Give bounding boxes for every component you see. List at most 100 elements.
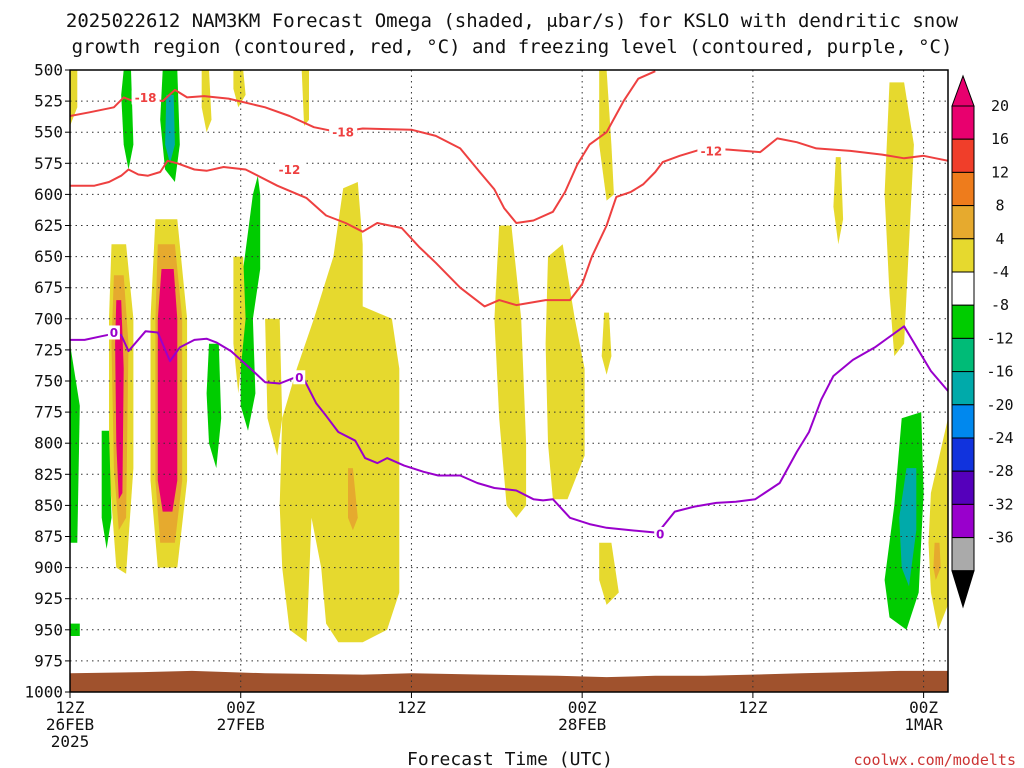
x-tick-label-7-2: 27FEB bbox=[217, 715, 265, 734]
colorbar-label-12: -32 bbox=[986, 495, 1013, 513]
omega-region-3 bbox=[115, 300, 124, 500]
y-tick-label-950: 950 bbox=[34, 620, 63, 639]
omega-region-6 bbox=[157, 269, 178, 512]
omega-region-12 bbox=[301, 70, 309, 126]
omega-region-18 bbox=[233, 256, 246, 394]
colorbar-swatch-11 bbox=[951, 470, 975, 505]
omega-region-9 bbox=[165, 94, 175, 164]
y-tick-label-1000: 1000 bbox=[24, 683, 63, 702]
contour-label-bg-1-1 bbox=[697, 143, 726, 158]
y-tick-label-525: 525 bbox=[34, 92, 63, 111]
y-tick-label-825: 825 bbox=[34, 465, 63, 484]
plot-area: -18 -18 -12 -12 0 0 0 bbox=[70, 70, 948, 692]
y-tick-label-900: 900 bbox=[34, 558, 63, 577]
x-axis-label: Forecast Time (UTC) bbox=[407, 749, 613, 768]
x-tick-label-0-3: 2025 bbox=[51, 732, 90, 751]
colorbar-swatch-0 bbox=[951, 105, 975, 140]
contour-label-2-1: 0 bbox=[295, 371, 303, 385]
contour-label-2-2: 0 bbox=[656, 528, 664, 542]
omega-region-17 bbox=[240, 175, 261, 431]
credit-text: coolwx.com/modelts bbox=[853, 751, 1016, 768]
colorbar-swatch-1 bbox=[951, 138, 975, 173]
colorbar-swatch-7 bbox=[951, 337, 975, 373]
contour-label-bg-0-0 bbox=[131, 90, 160, 105]
colorbar-swatch-12 bbox=[951, 503, 975, 539]
omega-region-24 bbox=[599, 70, 614, 201]
omega-region-16 bbox=[206, 343, 222, 469]
contour-line-dendritic-1 bbox=[70, 137, 948, 308]
contour-label-1-0: -12 bbox=[279, 163, 301, 177]
colorbar-label-13: -36 bbox=[986, 529, 1013, 547]
omega-region-22 bbox=[494, 225, 527, 518]
x-tick-label-7-1: 00Z bbox=[226, 698, 255, 717]
omega-region-23 bbox=[545, 244, 585, 500]
colorbar-top-arrow bbox=[951, 74, 975, 107]
y-tick-label-575: 575 bbox=[34, 154, 63, 173]
y-tick-label-975: 975 bbox=[34, 651, 63, 670]
contour-label-bg-2-2 bbox=[654, 527, 667, 542]
colorbar-swatch-2 bbox=[951, 171, 975, 207]
colorbar-bottom-arrow bbox=[951, 570, 975, 609]
contour-label-bg-2-1 bbox=[293, 370, 306, 385]
omega-region-30 bbox=[899, 468, 917, 587]
omega-region-25 bbox=[601, 312, 612, 375]
colorbar-label-8: -16 bbox=[986, 363, 1013, 381]
omega-region-19 bbox=[265, 318, 283, 456]
contour-label-0-1: -18 bbox=[332, 126, 354, 140]
colorbar-swatch-9 bbox=[951, 404, 975, 439]
colorbar-label-3: 8 bbox=[995, 197, 1004, 215]
contour-label-bg-0-1 bbox=[329, 125, 358, 140]
plot-inner: -18 -18 -12 -12 0 0 0 bbox=[70, 70, 948, 692]
colorbar-label-2: 12 bbox=[991, 163, 1009, 181]
omega-region-21 bbox=[348, 468, 358, 531]
omega-region-15 bbox=[101, 430, 112, 549]
y-tick-label-500: 500 bbox=[34, 61, 63, 80]
contour-label-0-0: -18 bbox=[135, 91, 157, 105]
y-tick-label-875: 875 bbox=[34, 527, 63, 546]
colorbar-swatch-3 bbox=[951, 205, 975, 240]
colorbar-label-5: -4 bbox=[991, 263, 1009, 281]
omega-region-32 bbox=[933, 542, 941, 580]
colorbar-label-1: 16 bbox=[991, 130, 1009, 148]
colorbar-swatch-4 bbox=[951, 238, 975, 273]
contour-label-2-0: 0 bbox=[110, 326, 118, 340]
contour-label-bg-2-0 bbox=[107, 325, 120, 340]
contour-label-bg-1-0 bbox=[275, 162, 304, 177]
axes: 500 525 550 575 600 625 650 675 700 725 750 775 800 8… bbox=[24, 61, 949, 751]
omega-region-13 bbox=[70, 343, 80, 543]
y-tick-label-850: 850 bbox=[34, 496, 63, 515]
colorbar-swatch-8 bbox=[951, 371, 975, 406]
colorbar-swatch-10 bbox=[951, 437, 975, 472]
x-tick-label-14-1: 12Z bbox=[397, 698, 426, 717]
y-tick-label-775: 775 bbox=[34, 403, 63, 422]
x-tick-label-21-2: 28FEB bbox=[558, 715, 606, 734]
y-tick-label-750: 750 bbox=[34, 372, 63, 391]
x-tick-label-35-2: 1MAR bbox=[904, 715, 943, 734]
y-tick-label-625: 625 bbox=[34, 216, 63, 235]
y-tick-label-600: 600 bbox=[34, 185, 63, 204]
omega-region-14 bbox=[70, 623, 80, 636]
colorbar-swatch-5 bbox=[951, 271, 975, 306]
omega-region-27 bbox=[833, 157, 844, 245]
contour-label-1-1: -12 bbox=[701, 144, 723, 158]
omega-region-7 bbox=[121, 70, 134, 170]
omega-region-0 bbox=[70, 70, 78, 126]
colorbar-label-7: -12 bbox=[986, 329, 1013, 347]
x-tick-label-28-1: 12Z bbox=[738, 698, 767, 717]
colorbar-label-10: -24 bbox=[986, 429, 1013, 447]
y-tick-label-675: 675 bbox=[34, 278, 63, 297]
omega-region-11 bbox=[233, 70, 246, 108]
x-tick-label-35-1: 00Z bbox=[909, 698, 938, 717]
y-tick-label-650: 650 bbox=[34, 247, 63, 266]
y-tick-label-550: 550 bbox=[34, 123, 63, 142]
y-tick-label-800: 800 bbox=[34, 434, 63, 453]
chart-title-line-2: growth region (contoured, red, °C) and f… bbox=[72, 36, 953, 58]
colorbar-label-11: -28 bbox=[986, 462, 1013, 480]
x-tick-label-0-1: 12Z bbox=[56, 698, 85, 717]
colorbar-label-4: 4 bbox=[995, 230, 1004, 248]
terrain-ground bbox=[70, 670, 948, 692]
omega-region-26 bbox=[599, 542, 619, 605]
colorbar-label-9: -20 bbox=[986, 396, 1013, 414]
colorbar-swatch-6 bbox=[951, 304, 975, 339]
colorbar-label-6: -8 bbox=[991, 296, 1009, 314]
